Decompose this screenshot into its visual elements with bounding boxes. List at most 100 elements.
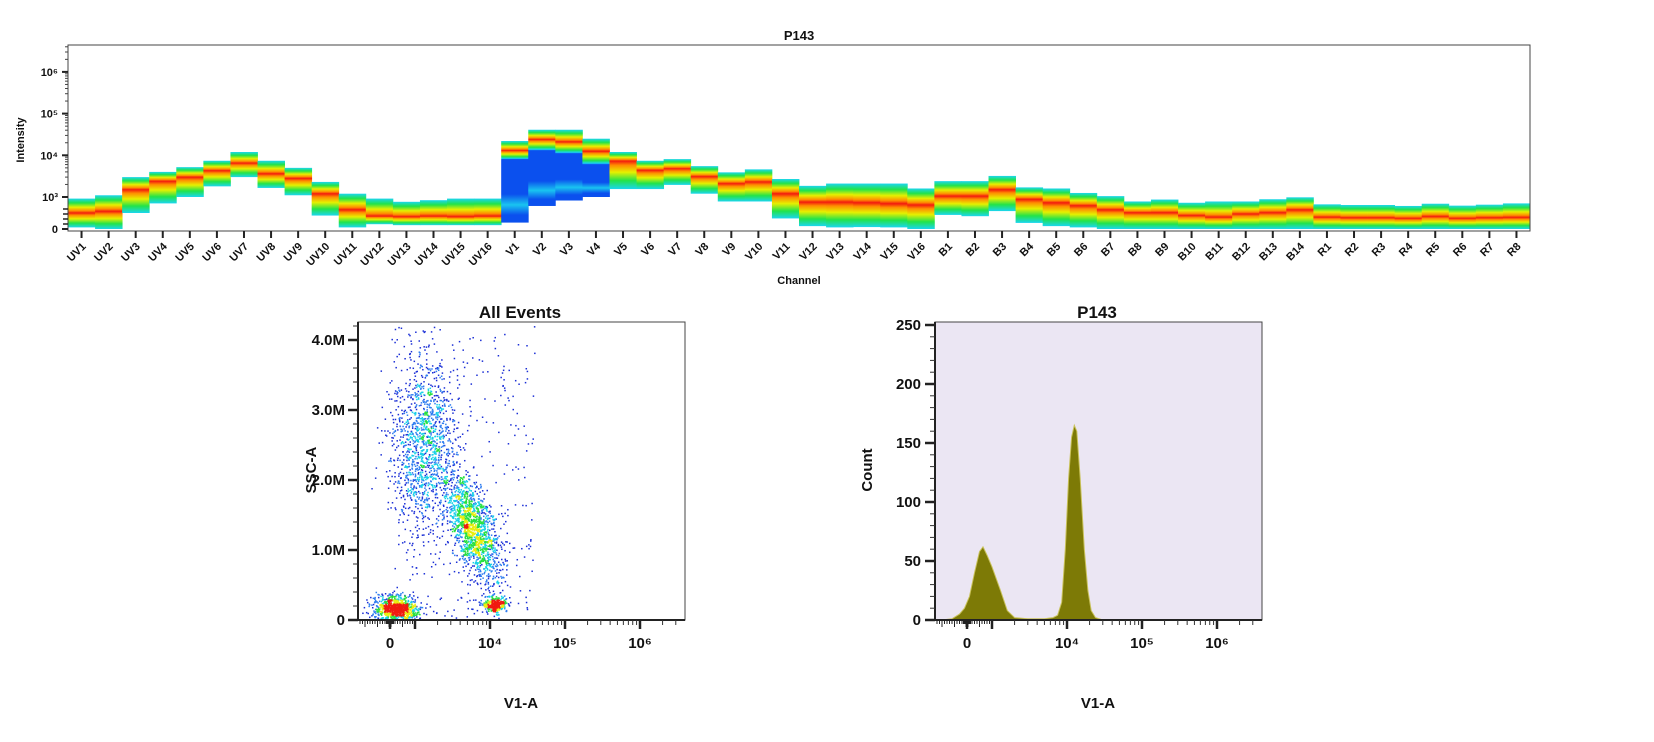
scatter-point	[436, 403, 438, 406]
scatter-point	[477, 583, 479, 586]
scatter-point	[476, 609, 479, 612]
scatter-point	[496, 609, 498, 611]
y-tick-label: 10⁵	[41, 109, 58, 121]
scatter-point	[435, 447, 438, 450]
scatter-point	[385, 598, 388, 600]
scatter-point	[409, 474, 411, 476]
scatter-point	[406, 607, 409, 609]
scatter-point	[435, 459, 438, 461]
scatter-point	[464, 487, 466, 489]
scatter-point	[491, 607, 493, 609]
scatter-point	[454, 513, 457, 515]
scatter-point	[423, 449, 425, 451]
scatter-point	[421, 517, 424, 520]
scatter-point	[482, 524, 485, 526]
scatter-point	[429, 392, 432, 394]
scatter-point	[377, 617, 379, 619]
scatter-point	[388, 600, 390, 602]
scatter-point	[417, 462, 420, 464]
scatter-point	[478, 566, 481, 569]
scatter-point	[405, 608, 408, 610]
scatter-point	[404, 613, 406, 616]
scatter-point	[478, 504, 481, 506]
scatter-point	[462, 361, 465, 363]
scatter-point	[483, 505, 485, 507]
scatter-point	[393, 599, 396, 601]
scatter-point	[414, 406, 417, 409]
scatter-point	[505, 541, 507, 543]
scatter-point	[494, 609, 497, 612]
scatter-point	[445, 488, 447, 490]
scatter-point	[393, 610, 396, 613]
scatter-point	[375, 612, 377, 615]
scatter-point	[408, 506, 411, 509]
scatter-point	[488, 504, 491, 507]
scatter-point	[468, 536, 471, 538]
scatter-point	[494, 603, 496, 605]
scatter-point	[438, 448, 441, 450]
scatter-point	[403, 605, 405, 607]
scatter-point	[409, 433, 411, 435]
channel-band-B4	[1015, 187, 1044, 223]
channel-band-V2	[528, 129, 556, 206]
scatter-point	[428, 344, 430, 346]
scatter-point	[448, 573, 451, 576]
scatter-point	[434, 402, 436, 405]
scatter-point	[435, 416, 437, 418]
scatter-point	[461, 502, 463, 505]
scatter-point	[431, 440, 434, 443]
scatter-point	[482, 577, 484, 579]
scatter-point	[423, 465, 425, 467]
scatter-point	[433, 440, 435, 442]
scatter-point	[425, 462, 428, 465]
scatter-point	[479, 530, 482, 532]
channel-band-B12	[1232, 201, 1260, 229]
channel-band-UV15	[447, 198, 475, 226]
scatter-point	[405, 597, 407, 599]
x-tick-label: V10	[743, 241, 765, 263]
scatter-point	[412, 442, 415, 445]
scatter-point	[409, 352, 411, 355]
scatter-point	[409, 382, 411, 385]
scatter-point	[437, 515, 440, 517]
scatter-point	[480, 532, 482, 535]
scatter-point	[405, 426, 407, 428]
scatter-point	[442, 478, 444, 480]
scatter-point	[477, 565, 479, 567]
scatter-point	[440, 597, 443, 599]
scatter-point	[402, 462, 405, 465]
scatter-point	[456, 476, 458, 479]
scatter-point	[493, 549, 496, 551]
scatter-point	[387, 612, 390, 615]
scatter-point	[412, 600, 415, 603]
scatter-point	[465, 565, 467, 568]
scatter-point	[439, 503, 442, 505]
scatter-point	[409, 495, 412, 497]
scatter-point	[501, 605, 504, 608]
scatter-point	[419, 553, 421, 556]
scatter-point	[496, 604, 498, 607]
scatter-point	[459, 496, 461, 498]
scatter-point	[426, 475, 428, 477]
scatter-point	[531, 442, 534, 445]
scatter-point	[427, 415, 430, 418]
channel-band-V9	[717, 172, 746, 202]
scatter-point	[405, 466, 407, 468]
scatter-point	[452, 516, 455, 519]
scatter-point	[477, 544, 480, 547]
scatter-point	[432, 459, 435, 461]
scatter-point	[424, 421, 427, 423]
scatter-point	[429, 483, 431, 485]
scatter-point	[478, 543, 480, 546]
scatter-point	[476, 575, 478, 578]
scatter-point	[434, 563, 437, 566]
channel-band-V6	[636, 160, 665, 190]
scatter-point	[458, 383, 461, 386]
scatter-point	[396, 393, 398, 395]
scatter-point	[487, 559, 490, 561]
scatter-point	[475, 542, 477, 545]
scatter-point	[404, 479, 406, 482]
scatter-point	[500, 606, 502, 608]
scatter-point	[414, 394, 417, 397]
scatter-point	[387, 602, 389, 605]
